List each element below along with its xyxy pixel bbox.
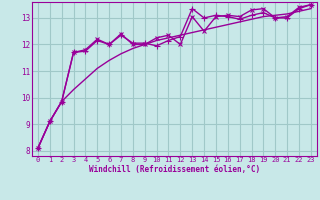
X-axis label: Windchill (Refroidissement éolien,°C): Windchill (Refroidissement éolien,°C) bbox=[89, 165, 260, 174]
